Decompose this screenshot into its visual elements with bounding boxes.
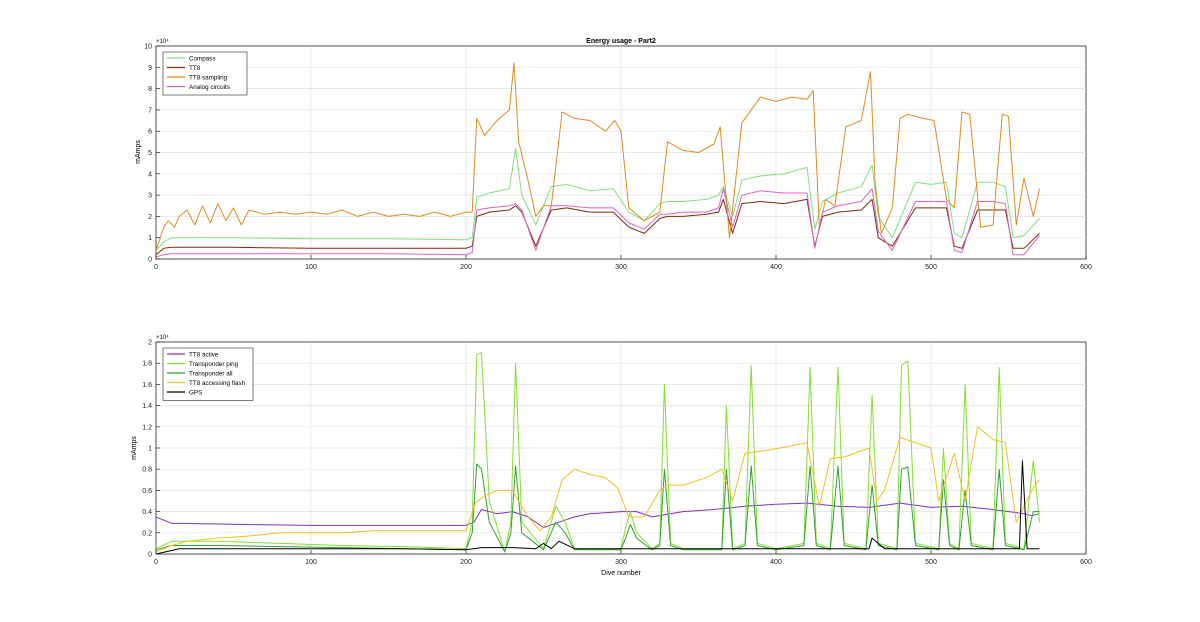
x-tick-label: 600	[1080, 559, 1092, 566]
y-exponent-label: ×10⁴	[156, 38, 169, 45]
x-tick-label: 500	[925, 559, 937, 566]
x-tick-label: 300	[615, 559, 627, 566]
legend-label: TT8 sampling	[189, 74, 228, 81]
series-line-3	[155, 426, 1040, 553]
y-tick-label: 1	[148, 235, 152, 242]
x-tick-label: 0	[154, 264, 158, 271]
legend-label: Analog circuits	[189, 84, 230, 91]
x-tick-label: 100	[305, 264, 317, 271]
y-tick-label: 0.2	[142, 530, 152, 537]
x-tick-label: 400	[770, 559, 782, 566]
y-axis-label: mAmps	[131, 436, 138, 460]
x-tick-label: 200	[460, 559, 472, 566]
y-tick-label: 0.6	[142, 488, 152, 495]
y-tick-label: 8	[148, 86, 152, 93]
y-tick-label: 7	[148, 107, 152, 114]
legend-label: TT8 accessing flash	[189, 380, 245, 387]
series-line-4	[155, 460, 1040, 555]
energy-chart-part2: 0 100 200 300 400 500 600 0 1 2 3 4 5 6 7 8 9 10 Energy u…	[135, 38, 1092, 271]
tick-labels: 0 100 200 300 400 500 600 0 0.2 0.4 0.6 0.8 1 1.2 1.4 1…	[142, 340, 1092, 567]
current-chart-bottom: 0 100 200 300 400 500 600 0 0.2 0.4 0.6 0.8 1 1.2 1.4 1…	[131, 334, 1092, 577]
series-lines	[155, 352, 1040, 555]
y-tick-label: 10	[144, 44, 152, 51]
y-tick-label: 1	[148, 446, 152, 453]
x-tick-label: 0	[154, 559, 158, 566]
grid	[156, 46, 1086, 259]
legend-box	[162, 51, 248, 96]
y-axis-label: mAmps	[135, 140, 142, 164]
legend-label: TT8 active	[189, 351, 219, 358]
legend-label: GPS	[189, 389, 202, 396]
legend-label: TT8	[189, 65, 201, 72]
y-tick-label: 2	[148, 214, 152, 221]
y-tick-label: 1.6	[142, 382, 152, 389]
y-tick-label: 1.8	[142, 361, 152, 368]
y-tick-label: 0	[148, 552, 152, 559]
series-lines	[155, 62, 1040, 258]
y-tick-label: 4	[148, 171, 152, 178]
chart-title: Energy usage - Part2	[586, 38, 656, 45]
legend-label: Transponder all	[189, 370, 233, 377]
y-tick-label: 1.2	[142, 424, 152, 431]
x-tick-label: 100	[305, 559, 317, 566]
legend: Compass TT8 TT8 sampling Analog circuits	[162, 51, 248, 96]
y-tick-label: 0	[148, 257, 152, 264]
grid	[156, 342, 1086, 554]
x-tick-label: 600	[1080, 264, 1092, 271]
series-line-0	[155, 147, 1040, 251]
y-tick-label: 6	[148, 129, 152, 136]
x-tick-label: 400	[770, 264, 782, 271]
legend-label: Compass	[189, 55, 216, 62]
legend-label: Transponder ping	[189, 361, 239, 368]
tick-labels: 0 100 200 300 400 500 600 0 1 2 3 4 5 6 7 8 9 10	[144, 44, 1092, 272]
x-axis-label: Dive number	[601, 570, 641, 577]
series-line-3	[155, 188, 1040, 258]
y-tick-label: 1.4	[142, 403, 152, 410]
y-tick-label: 5	[148, 150, 152, 157]
y-tick-label: 9	[148, 65, 152, 72]
series-line-2	[155, 62, 1040, 251]
y-exponent-label: ×10⁴	[156, 334, 169, 341]
series-line-1	[155, 198, 1040, 256]
series-line-2	[155, 463, 1040, 553]
y-tick-label: 0.4	[142, 509, 152, 516]
y-tick-label: 2	[148, 340, 152, 347]
x-tick-label: 200	[460, 264, 472, 271]
y-tick-label: 0.8	[142, 467, 152, 474]
legend: TT8 active Transponder ping Transponder al…	[162, 347, 254, 401]
y-tick-label: 3	[148, 193, 152, 200]
series-line-1	[155, 352, 1040, 553]
x-tick-label: 500	[925, 264, 937, 271]
x-tick-label: 300	[615, 264, 627, 271]
